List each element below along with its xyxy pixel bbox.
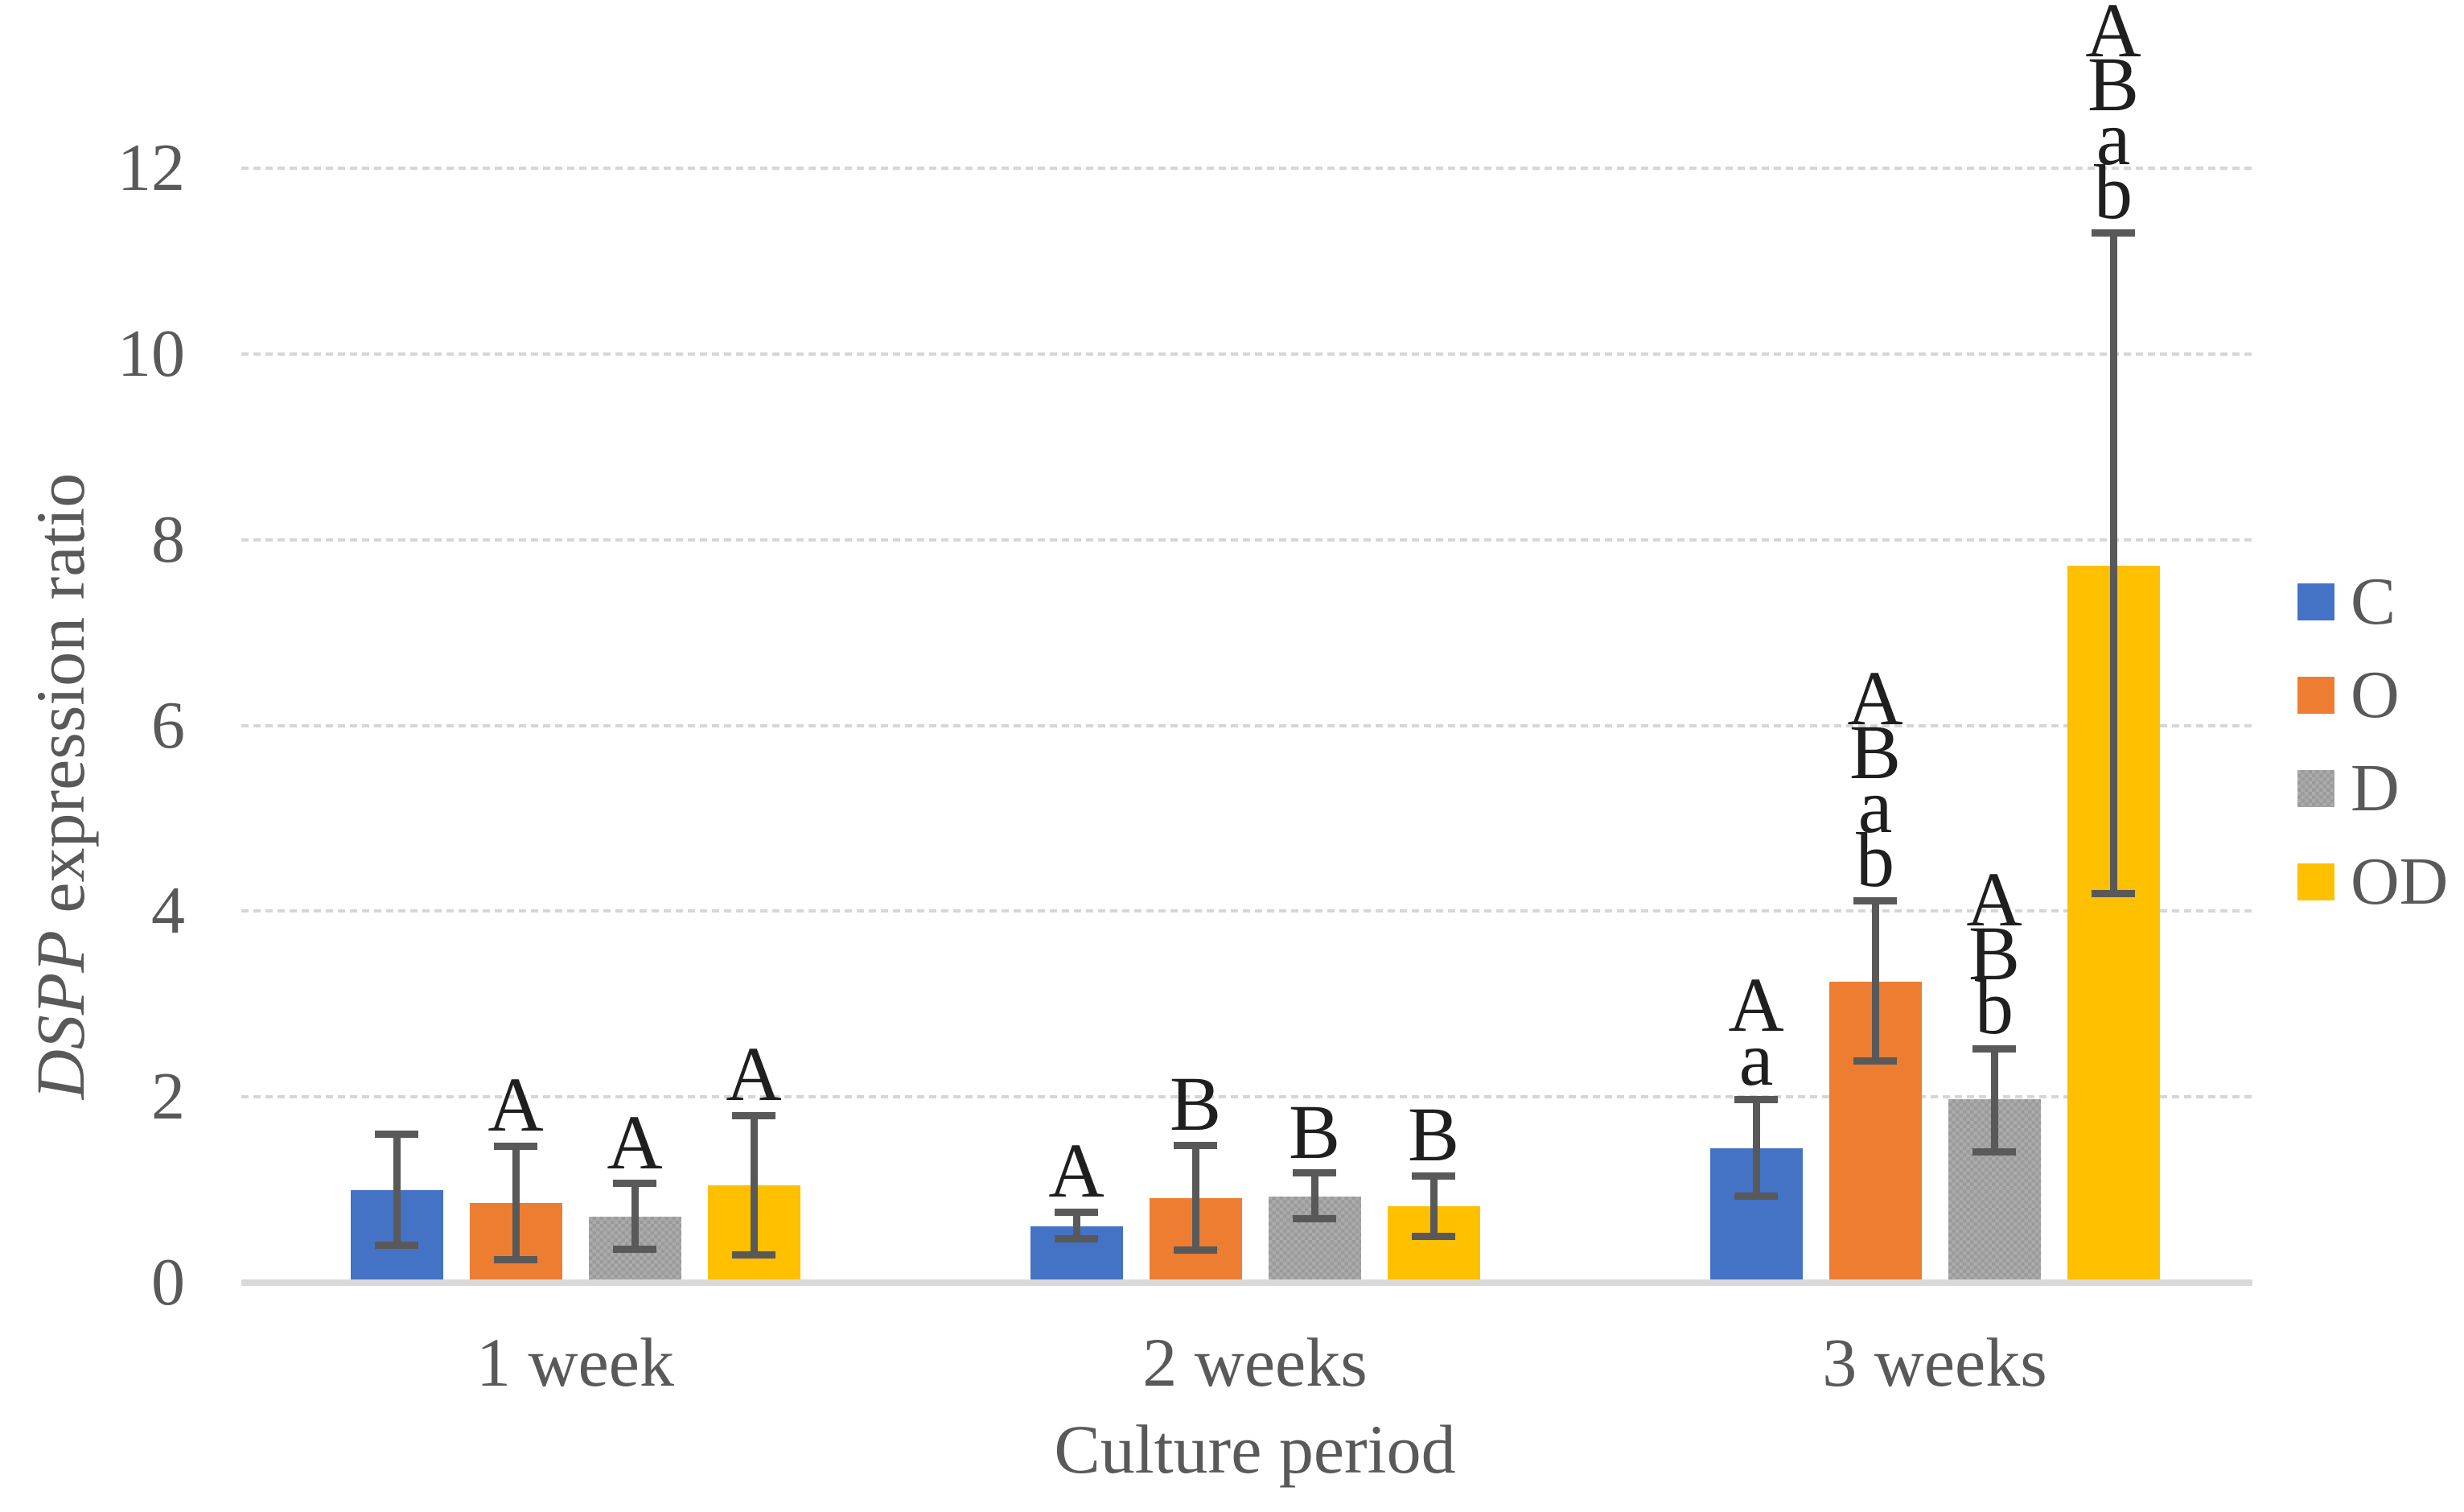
legend-label-D: D (2351, 751, 2400, 826)
category-label-2-weeks: 2 weeks (1142, 1324, 1368, 1401)
significance-letter: B (1169, 1061, 1222, 1147)
error-bar-OD-1-week (750, 1115, 758, 1255)
significance-letter: b (1856, 816, 1894, 903)
error-cap-bottom-OD-3-weeks (2092, 889, 2135, 897)
category-label-3-weeks: 3 weeks (1822, 1324, 2047, 1401)
error-bar-OD-3-weeks (2109, 233, 2117, 894)
error-cap-top-D-2-weeks (1293, 1169, 1336, 1177)
gridline-y-4 (241, 909, 2252, 913)
y-tick-label-4: 4 (151, 873, 185, 949)
error-bar-C-3-weeks (1752, 1099, 1760, 1197)
significance-letter: b (1975, 964, 2014, 1051)
error-bar-D-1-week (631, 1183, 639, 1250)
significance-letter: b (2094, 148, 2133, 235)
significance-letters-D-1-week: A (566, 1098, 703, 1185)
gridline-y-8 (241, 538, 2252, 542)
error-cap-top-C-1-week (375, 1130, 418, 1138)
gridline-y-2 (241, 1095, 2252, 1099)
significance-letters-OD-2-weeks: B (1365, 1091, 1502, 1178)
y-tick-label-10: 10 (117, 316, 185, 391)
significance-letter: B (2087, 40, 2140, 127)
significance-letter: B (1407, 1091, 1460, 1178)
legend-label-O: O (2351, 657, 2400, 732)
significance-letters-O-2-weeks: B (1127, 1061, 1264, 1147)
legend-swatch-C (2297, 583, 2334, 620)
significance-letters-O-1-week: A (447, 1061, 584, 1148)
y-tick-label-2: 2 (151, 1059, 185, 1135)
error-cap-bottom-D-1-week (613, 1245, 656, 1253)
error-cap-bottom-D-3-weeks (1972, 1147, 2016, 1156)
error-cap-top-D-3-weeks (1972, 1044, 2016, 1053)
error-cap-top-OD-2-weeks (1412, 1172, 1455, 1180)
error-cap-bottom-C-1-week (375, 1242, 418, 1250)
bar-D-2-weeks (1268, 1196, 1361, 1283)
legend-swatch-O (2297, 677, 2334, 714)
error-cap-top-OD-3-weeks (2092, 229, 2135, 237)
category-label-1-week: 1 week (476, 1324, 674, 1401)
error-cap-bottom-O-3-weeks (1853, 1057, 1897, 1065)
error-cap-bottom-C-3-weeks (1734, 1193, 1778, 1201)
gridline-y-12 (241, 167, 2252, 171)
error-bar-C-1-week (393, 1134, 401, 1246)
error-cap-bottom-D-2-weeks (1293, 1214, 1336, 1222)
significance-letter: B (1288, 1088, 1341, 1175)
error-cap-bottom-OD-1-week (732, 1250, 775, 1259)
error-bar-OD-2-weeks (1429, 1176, 1438, 1237)
error-cap-bottom-C-2-weeks (1055, 1235, 1098, 1243)
error-cap-top-O-1-week (494, 1142, 537, 1150)
error-cap-top-O-3-weeks (1853, 897, 1897, 905)
error-bar-O-3-weeks (1871, 900, 1879, 1061)
error-cap-top-OD-1-week (732, 1111, 775, 1119)
legend-label-OD: OD (2351, 844, 2449, 919)
significance-letter: A (1048, 1127, 1104, 1214)
significance-letter: A (726, 1031, 782, 1118)
y-tick-label-8: 8 (151, 501, 185, 577)
error-cap-top-C-3-weeks (1734, 1096, 1778, 1104)
error-bar-O-1-week (512, 1146, 520, 1260)
error-bar-D-2-weeks (1310, 1172, 1318, 1219)
significance-letter: A (607, 1098, 663, 1185)
error-cap-top-D-1-week (613, 1180, 656, 1188)
significance-letters-D-2-weeks: B (1246, 1088, 1383, 1175)
significance-letter: a (2096, 94, 2131, 181)
significance-letters-OD-1-week: A (685, 1031, 822, 1118)
legend-label-C: C (2351, 564, 2396, 639)
gridline-y-10 (241, 352, 2252, 356)
error-bar-O-2-weeks (1191, 1145, 1199, 1250)
x-axis-line (241, 1279, 2252, 1286)
significance-letter: A (1847, 654, 1903, 741)
y-tick-label-12: 12 (117, 130, 185, 206)
significance-letter: a (1738, 1015, 1774, 1102)
x-axis-title: Culture period (1054, 1411, 1456, 1488)
significance-letter: A (487, 1061, 544, 1148)
significance-letter: B (1968, 910, 2021, 997)
gridline-y-6 (241, 723, 2252, 727)
error-cap-bottom-O-1-week (494, 1255, 537, 1263)
y-tick-label-6: 6 (151, 687, 185, 763)
legend-swatch-D (2297, 770, 2334, 807)
legend-swatch-OD (2297, 863, 2334, 900)
significance-letter: B (1849, 708, 1902, 795)
y-tick-label-0: 0 (151, 1245, 185, 1320)
error-bar-C-2-weeks (1072, 1212, 1080, 1239)
significance-letter: A (1728, 961, 1784, 1048)
y-axis-title: DSPP expression ratio (22, 223, 99, 1349)
significance-letter: a (1857, 762, 1893, 849)
error-cap-top-C-2-weeks (1055, 1208, 1098, 1216)
error-cap-bottom-O-2-weeks (1174, 1246, 1217, 1255)
significance-letter: A (1966, 856, 2022, 943)
error-bar-D-3-weeks (1990, 1049, 1998, 1152)
significance-letters-C-2-weeks: A (1008, 1127, 1145, 1214)
error-cap-top-O-2-weeks (1174, 1141, 1217, 1149)
error-cap-bottom-OD-2-weeks (1412, 1232, 1455, 1240)
